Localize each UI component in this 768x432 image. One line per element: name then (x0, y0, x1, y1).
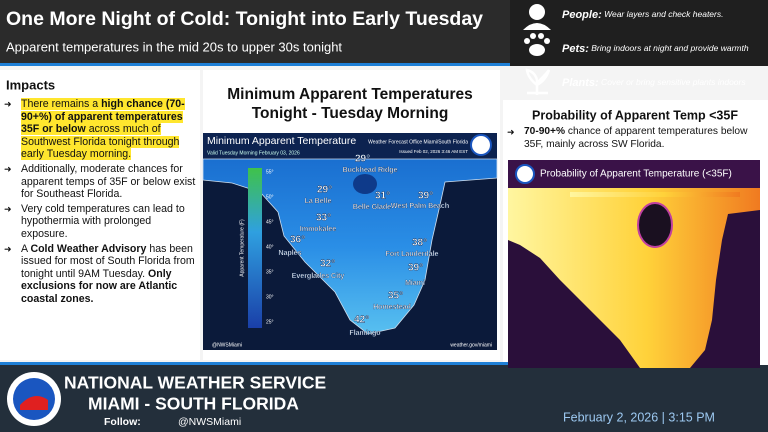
tip-label: Pets: Bring indoors at night and provide… (562, 43, 749, 55)
map2-legend (570, 192, 740, 197)
map-place: Miami (405, 280, 425, 287)
tip-text: Cover or bring sensitive plants indoors (599, 77, 747, 87)
map-place: Buckhead Ridge (343, 167, 398, 174)
map-place: Belle Glade (353, 204, 391, 211)
bullet-text: Cold Weather Advisory (30, 242, 147, 255)
right-title: Probability of Apparent Temp <35F (532, 108, 738, 122)
center-title: Tonight - Tuesday Morning (252, 105, 449, 122)
plants-icon (525, 68, 551, 95)
tip-label: Plants: Cover or bring sensitive plants … (562, 77, 746, 89)
legend-tick: 35° (266, 269, 274, 275)
footer-follow: Follow: (104, 416, 141, 428)
footer-org: NATIONAL WEATHER SERVICE (64, 373, 326, 393)
map-temp: 31° (375, 191, 390, 202)
map-place: Naples (279, 250, 302, 257)
bullet-arrow: ➜ (507, 127, 515, 137)
right-bullet: ➜ 70-90+% chance of apparent temperatures… (507, 126, 760, 151)
legend-tick: 55° (266, 169, 274, 175)
map-handle: @NWSMiami (212, 342, 242, 348)
lake-okeechobee (353, 174, 377, 194)
map-temp: 33° (316, 213, 331, 224)
footer-date: February 2, 2026 | 3:15 PM (563, 410, 715, 424)
impacts-heading: Impacts (6, 77, 55, 92)
bullet-text: There remains a (21, 98, 102, 110)
legend-tick: 50° (266, 194, 274, 200)
bullet-text: Additionally, moderate chances for appar… (21, 162, 196, 201)
map-temp: 32° (320, 259, 335, 270)
map-title: Minimum Apparent Temperature (207, 135, 356, 147)
legend-tick: 30° (266, 294, 274, 300)
bullet-text: 70-90+% (524, 126, 566, 137)
map2-lake (637, 202, 673, 248)
map-temp: 29° (317, 185, 332, 196)
header-bg (0, 0, 510, 64)
legend-tick: 45° (266, 219, 274, 225)
tip-text: Wear layers and check heaters. (602, 9, 724, 19)
map-temp: 29° (355, 154, 370, 165)
map-url: weather.gov/miami (450, 342, 492, 348)
bullet-text: has been issued for most of South Florid… (21, 242, 195, 280)
bullet-arrow: ➜ (4, 163, 12, 174)
footer-handle: @NWSMiami (178, 416, 241, 428)
people-icon (529, 4, 545, 20)
map1-legend (248, 168, 262, 328)
footer-stripe (0, 362, 510, 365)
bullet-text: Only exclusions for now are Atlantic coa… (21, 267, 178, 305)
map-office: Weather Forecast Office Miami/South Flor… (368, 139, 468, 145)
legend-title: Apparent Temperature (F) (239, 219, 245, 277)
tip-text: Bring indoors at night and provide warmt… (589, 43, 749, 53)
map-place: Flamingo (349, 330, 380, 337)
map2-title: Probability of Apparent Temperature (<35… (540, 169, 732, 180)
bullet-text: chance of apparent temperatures below 35… (524, 126, 748, 150)
title: One More Night of Cold: Tonight into Ear… (6, 8, 483, 30)
map-temp: 42° (354, 315, 369, 326)
map-place: Immokalee (300, 226, 336, 233)
map-temp: 39° (408, 263, 423, 274)
map-valid: Valid Tuesday Morning February 03, 2026 (207, 150, 300, 156)
map-place: Homestead (373, 304, 411, 311)
map-temp: 38° (412, 238, 427, 249)
tip-label: People: Wear layers and check heaters. (562, 9, 723, 21)
footer-bg (0, 365, 768, 432)
bullet: ➜ A Cold Weather Advisory has been issued… (4, 243, 198, 306)
map-temp: 39° (418, 191, 433, 202)
center-title: Minimum Apparent Temperatures (227, 86, 472, 103)
subtitle: Apparent temperatures in the mid 20s to … (6, 39, 342, 54)
bullet-arrow: ➜ (4, 203, 12, 214)
pets-icon (524, 33, 550, 56)
bullet: ➜ Very cold temperatures can lead to hypo… (4, 203, 198, 241)
map-temp: 36° (290, 235, 305, 246)
nws-logo-mark (20, 396, 48, 410)
map1-titlebar (203, 133, 497, 159)
bullet: ➜ Additionally, moderate chances for appa… (4, 163, 198, 201)
bullet: ➜ There remains a high chance (70-90+%) o… (4, 98, 198, 161)
header-stripe (0, 63, 510, 66)
bullet-arrow: ➜ (4, 99, 12, 109)
map2-titlebar (508, 160, 760, 188)
legend-tick: 40° (266, 244, 274, 250)
bullet-text: A (21, 242, 31, 255)
map-place: La Belle (305, 198, 332, 205)
map-issued: Issued Feb 02, 2026 3:46 AM EST (399, 149, 468, 154)
nws-logo-small (470, 134, 492, 156)
map-temp: 35° (388, 291, 403, 302)
noaa-logo (515, 164, 535, 184)
map2-land (508, 188, 760, 368)
people-icon-body (523, 23, 551, 30)
map-place: Fort Lauderdale (386, 251, 439, 258)
bullet-text: Very cold temperatures can lead to hypot… (21, 202, 185, 240)
map-place: Everglades City (292, 273, 345, 280)
legend-tick: 25° (266, 319, 274, 325)
impacts-list: ➜ There remains a high chance (70-90+%) o… (4, 98, 198, 308)
bullet-arrow: ➜ (4, 243, 12, 254)
footer-office: MIAMI - SOUTH FLORIDA (88, 394, 299, 414)
map-place: West Palm Beach (391, 203, 449, 210)
